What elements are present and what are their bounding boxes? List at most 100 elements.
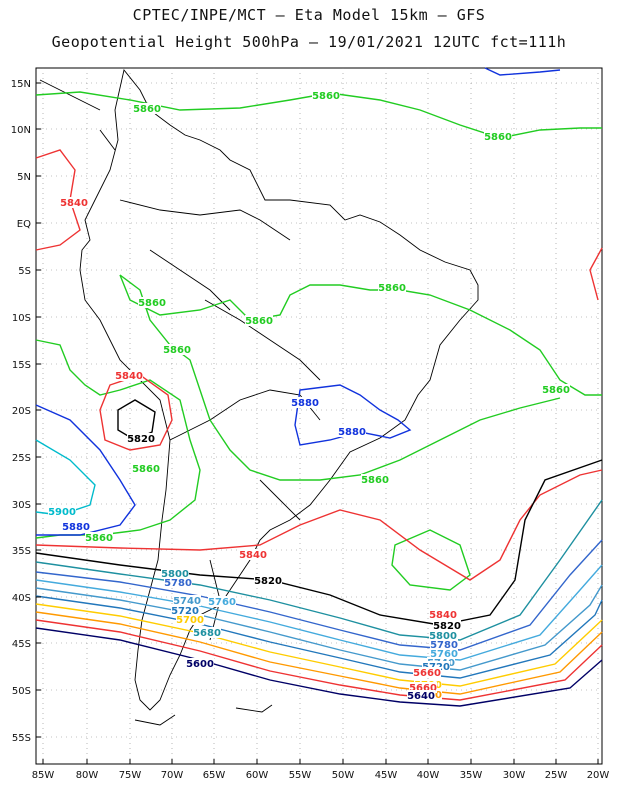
contour-5840-south (35, 469, 603, 581)
contour-label-bg (60, 197, 88, 208)
contour-label-bg (171, 605, 199, 616)
contour-label-bg (186, 658, 214, 669)
contour-label-bg (115, 370, 143, 381)
contour-label-bg (378, 282, 406, 293)
contour-label-bg (62, 521, 90, 532)
lon-tick-label: 20W (587, 770, 610, 781)
lat-tick-label: 15N (11, 79, 31, 90)
contour-5660 (35, 619, 603, 701)
contour-5860-south-ring (391, 529, 471, 591)
lon-tick-label: 45W (375, 770, 398, 781)
contour-label: 5680 (193, 628, 221, 639)
lon-tick-label: 35W (460, 770, 483, 781)
lat-tick-label: 5S (18, 266, 31, 277)
contour-label: 5840 (239, 550, 267, 561)
contour-label-bg (430, 648, 458, 659)
contour-label-bg (85, 532, 113, 543)
contour-label-bg (361, 474, 389, 485)
contour-labels: 5860 5860 5840 5860 5860 5860 5860 5860 5840 5820… (48, 90, 570, 702)
contour-label: 5780 (430, 640, 458, 651)
lat-tick-label: EQ (17, 219, 31, 230)
contour-label-bg (127, 433, 155, 444)
contour-label-bg (429, 630, 457, 641)
contour-5780 (35, 539, 603, 651)
contour-5760 (35, 564, 603, 661)
contour-label-bg (176, 614, 204, 625)
contour-label-bg (193, 627, 221, 638)
lon-tick-label: 60W (246, 770, 269, 781)
lon-tick-label: 80W (76, 770, 99, 781)
contour-5880-high (294, 384, 412, 446)
contour-5740 (35, 584, 603, 671)
contour-label: 5740 (173, 596, 201, 607)
map-title-line1: CPTEC/INPE/MCT – Eta Model 15km – GFS (132, 6, 486, 24)
contour-label-bg (338, 426, 366, 437)
contour-label: 5860 (312, 91, 340, 102)
contour-label-bg (312, 90, 340, 101)
lon-tick-label: 40W (417, 770, 440, 781)
contour-label-bg (484, 131, 512, 142)
contour-label: 5600 (186, 659, 214, 670)
contour-label-bg (429, 609, 457, 620)
contour-label-bg (409, 682, 437, 693)
contour-label: 5860 (542, 385, 570, 396)
contour-label: 5860 (378, 283, 406, 294)
contour-label-bg (173, 595, 201, 606)
contour-label-bg (239, 549, 267, 560)
contour-label: 5800 (161, 569, 189, 580)
contour-5720 (35, 595, 603, 679)
contour-label: 5860 (484, 132, 512, 143)
contour-label-bg (164, 577, 192, 588)
lat-tick-label: 20S (12, 406, 31, 417)
contour-5880-top-right (484, 67, 561, 76)
lat-tick-label: 55S (12, 733, 31, 744)
contours (35, 67, 603, 707)
contour-label-bg (413, 667, 441, 678)
contour-label-bg (132, 463, 160, 474)
lon-tick-label: 30W (503, 770, 526, 781)
map-title-line2: Geopotential Height 500hPa – 19/01/2021 … (51, 33, 567, 51)
contour-label: 5820 (433, 621, 461, 632)
lat-tick-label: 10S (12, 313, 31, 324)
lat-tick-label: 40S (12, 593, 31, 604)
contour-label: 5880 (338, 427, 366, 438)
contour-label: 5840 (60, 198, 88, 209)
lon-tick-label: 75W (119, 770, 142, 781)
contour-label-bg (542, 384, 570, 395)
contour-label: 5760 (208, 597, 236, 608)
contour-5840-east (589, 247, 603, 301)
lat-tick-label: 25S (12, 453, 31, 464)
contour-label: 5700 (176, 615, 204, 626)
contour-label: 5800 (429, 631, 457, 642)
contour-label: 5860 (361, 475, 389, 486)
contour-label-bg (433, 620, 461, 631)
lon-tick-label: 85W (32, 770, 55, 781)
lat-tick-label: 5N (17, 172, 31, 183)
contour-label-bg (407, 690, 435, 701)
lat-tick-label: 35S (12, 546, 31, 557)
contour-label: 5860 (245, 316, 273, 327)
contour-label-bg (422, 661, 450, 672)
map-frame (35, 67, 603, 765)
contour-label-bg (291, 397, 319, 408)
contour-5860-west (35, 339, 201, 539)
lon-tick-label: 55W (289, 770, 312, 781)
lat-tick-label: 30S (12, 500, 31, 511)
contour-5640 (35, 627, 603, 707)
lon-tick-label: 25W (545, 770, 568, 781)
lat-tick-label: 50S (12, 686, 31, 697)
contour-label-bg (48, 506, 76, 517)
contour-5680 (35, 611, 603, 695)
contour-label: 5660 (413, 668, 441, 679)
lon-tick-label: 65W (203, 770, 226, 781)
contour-label: 5860 (132, 464, 160, 475)
contour-label: 5760 (430, 649, 458, 660)
contour-label: 5860 (133, 104, 161, 115)
contour-label: 5860 (138, 298, 166, 309)
contour-label-bg (133, 103, 161, 114)
lat-tick-label: 45S (12, 639, 31, 650)
axis-ticks: 15N 10N 5N EQ 5S 10S 15S 20S 25S 30S 35S 40S 45S 50S 5… (11, 79, 610, 781)
lat-tick-label: 15S (12, 360, 31, 371)
contour-label-bg (208, 596, 236, 607)
